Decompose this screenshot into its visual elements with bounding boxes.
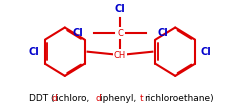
Text: DDT (: DDT ( (29, 94, 54, 103)
Text: Cl: Cl (29, 47, 40, 57)
Text: C: C (117, 28, 123, 38)
Text: Cl: Cl (157, 28, 168, 38)
Text: ichloro,: ichloro, (56, 94, 92, 103)
Text: d: d (51, 94, 57, 103)
Text: Cl: Cl (115, 4, 125, 14)
Text: t: t (140, 94, 144, 103)
Text: richloroethane): richloroethane) (144, 94, 214, 103)
Text: Cl: Cl (200, 47, 211, 57)
Text: Cl: Cl (72, 28, 83, 38)
Text: iphenyl,: iphenyl, (100, 94, 139, 103)
Text: CH: CH (114, 50, 126, 60)
Text: d: d (96, 94, 101, 103)
